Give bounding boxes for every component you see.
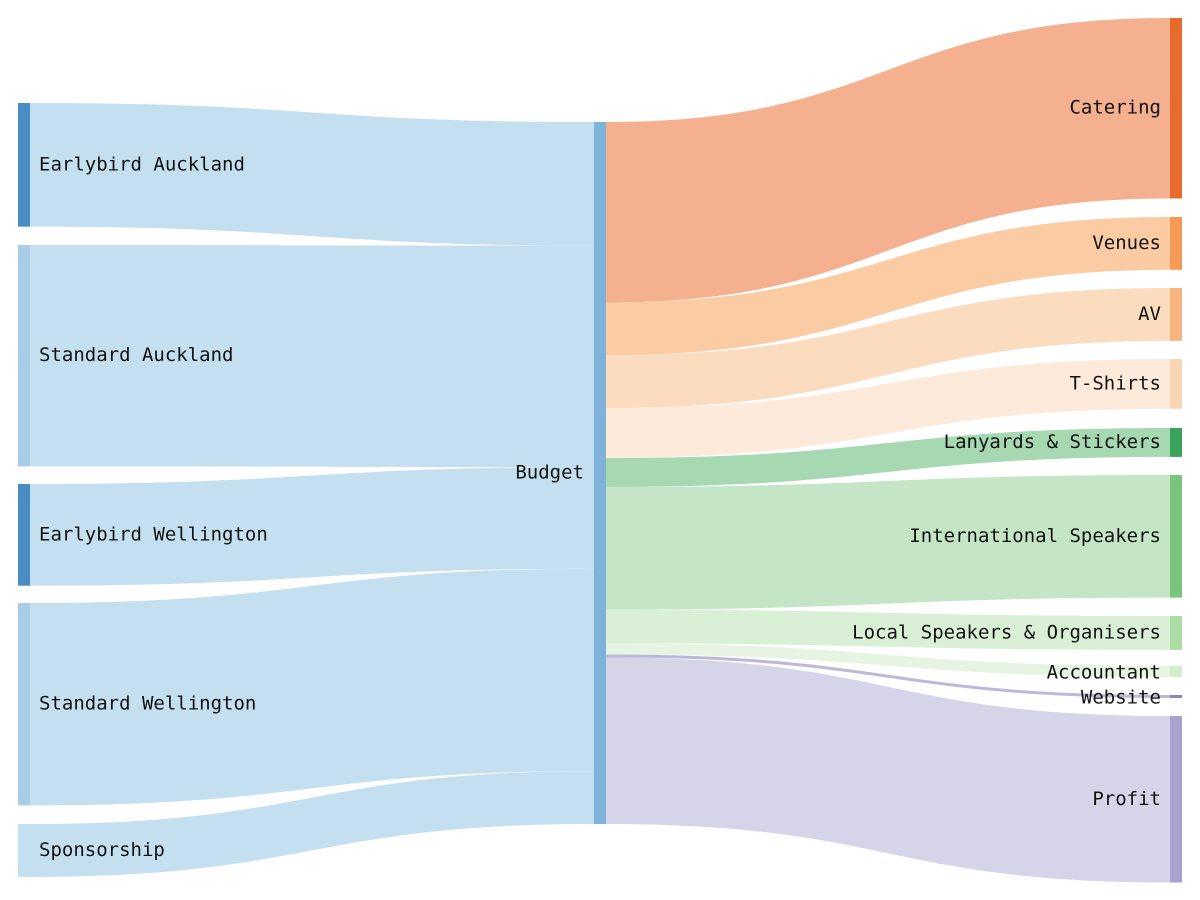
link-budget-to-catering bbox=[606, 18, 1170, 303]
label-accountant: Accountant bbox=[1047, 662, 1161, 684]
label-budget: Budget bbox=[515, 462, 584, 484]
link-budget-to-lanyards bbox=[606, 428, 1170, 487]
link-budget-to-profit bbox=[606, 657, 1170, 883]
link-earlybird_auckland-to-budget bbox=[30, 103, 594, 246]
label-earlybird_wellington: Earlybird Wellington bbox=[39, 523, 268, 545]
node-standard_auckland bbox=[18, 245, 30, 467]
node-earlybird_wellington bbox=[18, 484, 30, 586]
label-profit: Profit bbox=[1092, 788, 1161, 810]
label-tshirts: T-Shirts bbox=[1069, 372, 1161, 394]
node-budget bbox=[594, 122, 606, 824]
node-accountant bbox=[1170, 666, 1182, 677]
node-sponsorship bbox=[18, 824, 30, 877]
node-av bbox=[1170, 288, 1182, 341]
label-venues: Venues bbox=[1092, 232, 1161, 254]
link-budget-to-tshirts bbox=[606, 359, 1170, 459]
label-local_speakers: Local Speakers & Organisers bbox=[852, 621, 1161, 643]
node-venues bbox=[1170, 217, 1182, 270]
node-website bbox=[1170, 695, 1182, 698]
link-budget-to-website bbox=[606, 654, 1170, 698]
link-earlybird_wellington-to-budget bbox=[30, 467, 594, 586]
label-website: Website bbox=[1081, 687, 1161, 709]
node-tshirts bbox=[1170, 359, 1182, 409]
node-standard_wellington bbox=[18, 603, 30, 806]
label-intl_speakers: International Speakers bbox=[909, 525, 1161, 547]
link-budget-to-local_speakers bbox=[606, 609, 1170, 650]
label-earlybird_auckland: Earlybird Auckland bbox=[39, 153, 245, 175]
link-budget-to-accountant bbox=[606, 643, 1170, 677]
node-catering bbox=[1170, 18, 1182, 199]
label-standard_wellington: Standard Wellington bbox=[39, 693, 256, 715]
link-budget-to-venues bbox=[606, 217, 1170, 356]
link-standard_auckland-to-budget bbox=[30, 245, 594, 468]
node-profit bbox=[1170, 716, 1182, 883]
label-av: AV bbox=[1138, 303, 1161, 325]
node-earlybird_auckland bbox=[18, 103, 30, 227]
label-sponsorship: Sponsorship bbox=[39, 839, 165, 861]
sankey-nodes bbox=[18, 18, 1182, 883]
label-catering: Catering bbox=[1069, 97, 1161, 119]
sankey-labels: Earlybird Auckland Standard Auckland Early… bbox=[39, 97, 1161, 861]
link-budget-to-intl_speakers bbox=[606, 475, 1170, 610]
label-lanyards: Lanyards & Stickers bbox=[944, 431, 1161, 453]
label-standard_auckland: Standard Auckland bbox=[39, 344, 233, 366]
link-budget-to-av bbox=[606, 288, 1170, 409]
node-local_speakers bbox=[1170, 616, 1182, 650]
sankey-links bbox=[30, 18, 1170, 883]
node-intl_speakers bbox=[1170, 475, 1182, 598]
link-standard_wellington-to-budget bbox=[30, 568, 594, 806]
node-lanyards bbox=[1170, 428, 1182, 457]
link-sponsorship-to-budget bbox=[30, 771, 594, 877]
